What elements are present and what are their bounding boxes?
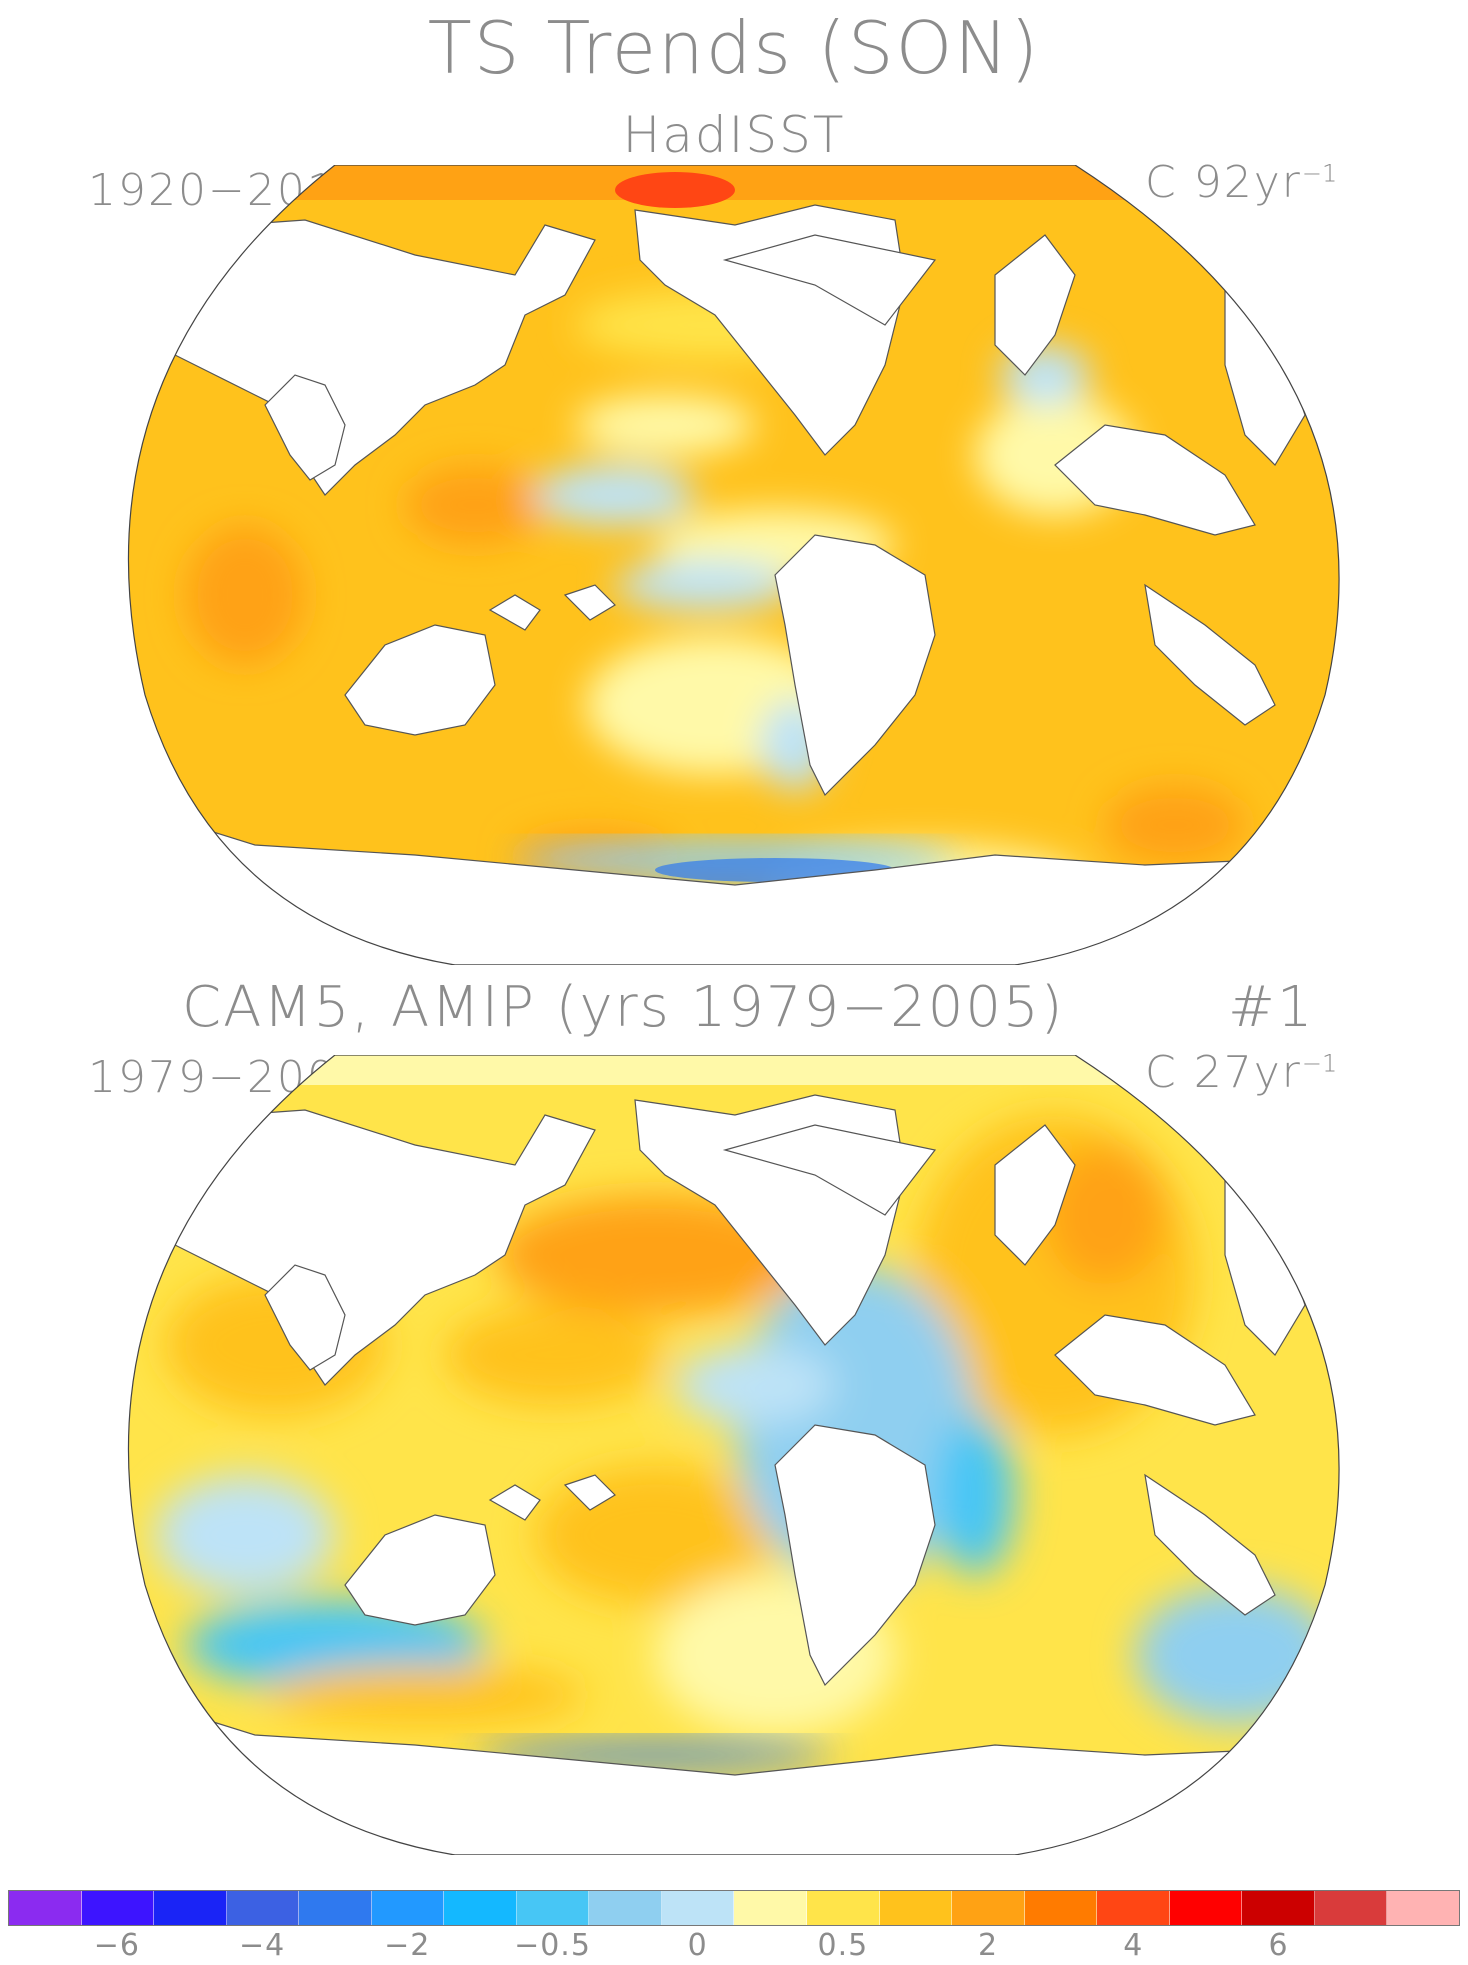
- panel2-ensemble-number: #1: [1228, 975, 1315, 1040]
- colorbar-tick-label: −0.5: [514, 1928, 591, 1963]
- panel1-map: [127, 165, 1340, 965]
- colorbar-tick-label: −6: [93, 1928, 140, 1963]
- panel2-map-border: [127, 1055, 1340, 1855]
- colorbar-swatch: [154, 1891, 227, 1925]
- panel2-units-prefix: C 27yr: [1145, 1047, 1302, 1098]
- panel1-units-prefix: C 92yr: [1145, 157, 1302, 208]
- panel1-subtitle: HadISST: [622, 106, 846, 164]
- colorbar-swatch: [661, 1891, 735, 1925]
- colorbar-swatch: [1169, 1891, 1243, 1925]
- panel2-land: [128, 1094, 1340, 1855]
- colorbar-swatch: [807, 1891, 880, 1925]
- colorbar-swatch: [1387, 1891, 1459, 1925]
- colorbar-swatch: [226, 1891, 300, 1925]
- colorbar: [8, 1890, 1460, 1926]
- colorbar-swatch: [299, 1891, 372, 1925]
- colorbar-tick-label: 0.5: [817, 1928, 869, 1963]
- colorbar-tick-label: 6: [1268, 1928, 1289, 1963]
- colorbar-swatch: [81, 1891, 155, 1925]
- colorbar-swatch: [516, 1891, 590, 1925]
- colorbar-tick-label: 4: [1123, 1928, 1144, 1963]
- colorbar-swatch: [1314, 1891, 1388, 1925]
- panel2-field: [128, 1055, 1340, 1855]
- colorbar-swatch: [589, 1891, 662, 1925]
- colorbar-tick-label: −4: [238, 1928, 286, 1963]
- colorbar-swatch: [1097, 1891, 1170, 1925]
- panel2-units-exponent: −1: [1301, 1049, 1338, 1078]
- colorbar-tick-label: −2: [384, 1928, 431, 1963]
- panel2-subtitle: CAM5, AMIP (yrs 1979−2005): [182, 975, 1065, 1040]
- panel1-units-exponent: −1: [1301, 159, 1338, 188]
- panel2-map: [127, 1055, 1340, 1855]
- colorbar-swatch: [952, 1891, 1025, 1925]
- colorbar-tick-labels: −6 −4 −2 −0.5 0 0.5 2 4 6: [8, 1928, 1460, 1965]
- colorbar-swatch: [371, 1891, 445, 1925]
- colorbar-swatch: [1242, 1891, 1315, 1925]
- colorbar-swatch: [734, 1891, 808, 1925]
- panel1-land: [128, 204, 1340, 965]
- panel1-units: C 92yr−1: [1145, 157, 1337, 208]
- panel2-units: C 27yr−1: [1145, 1047, 1337, 1098]
- colorbar-tick-label: 2: [978, 1928, 999, 1963]
- colorbar-tick-label: 0: [687, 1928, 708, 1963]
- colorbar-swatch: [444, 1891, 517, 1925]
- panel1-field: [128, 165, 1340, 965]
- colorbar-swatch: [1024, 1891, 1098, 1925]
- figure-title: TS Trends (SON): [427, 6, 1041, 90]
- colorbar-swatch: [9, 1891, 82, 1925]
- colorbar-swatch: [879, 1891, 953, 1925]
- panel1-map-border: [127, 165, 1340, 965]
